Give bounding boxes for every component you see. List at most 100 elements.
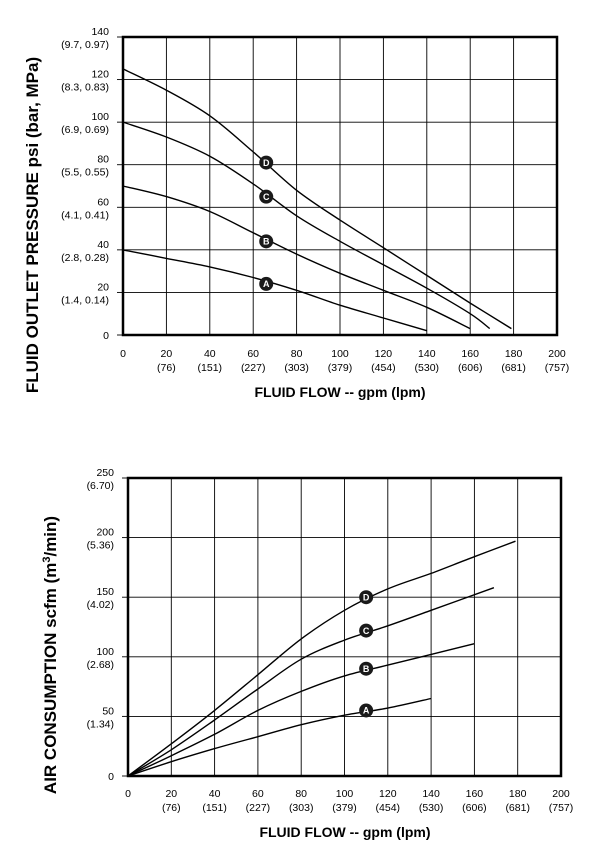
series-line-c	[122, 121, 491, 330]
air-y-axis-label: AIR CONSUMPTION scfm (m3/min)	[41, 516, 60, 794]
x-tick-label: 120	[379, 788, 397, 800]
x-tick-label: 0	[120, 348, 126, 360]
series-label-d: D	[263, 158, 270, 168]
y-tick-label: 100	[91, 111, 109, 123]
x-tick-sublabel: (757)	[549, 802, 574, 814]
x-tick-label: 160	[461, 348, 479, 360]
y-tick-label: 120	[91, 69, 109, 81]
series-marker-d	[359, 590, 374, 605]
y-tick-label: 150	[96, 586, 114, 598]
series-marker-d	[259, 155, 274, 170]
x-tick-sublabel: (530)	[419, 802, 444, 814]
x-tick-label: 100	[331, 348, 349, 360]
pressure-chart: FLUID OUTLET PRESSURE psi (bar, MPa) FLU…	[23, 26, 569, 400]
x-tick-sublabel: (151)	[198, 362, 223, 374]
y-tick-sublabel: (8.3, 0.83)	[61, 82, 109, 94]
series-line-d	[122, 68, 512, 330]
series-line-a	[127, 697, 432, 777]
x-tick-label: 200	[552, 788, 570, 800]
x-tick-label: 20	[165, 788, 177, 800]
x-tick-sublabel: (227)	[241, 362, 266, 374]
series-line-a	[122, 249, 427, 332]
y-tick-sublabel: (6.9, 0.69)	[61, 124, 109, 136]
pressure-y-axis-label: FLUID OUTLET PRESSURE psi (bar, MPa)	[23, 57, 42, 393]
pressure-x-axis-label: FLUID FLOW -- gpm (lpm)	[254, 384, 425, 400]
y-tick-sublabel: (4.1, 0.41)	[61, 209, 109, 221]
y-tick-label: 80	[97, 154, 109, 166]
x-tick-label: 60	[252, 788, 264, 800]
y-tick-label: 200	[96, 527, 114, 539]
y-tick-sublabel: (1.34)	[87, 718, 114, 730]
x-tick-sublabel: (454)	[376, 802, 401, 814]
series-marker-b	[359, 661, 374, 676]
y-tick-sublabel: (9.7, 0.97)	[61, 39, 109, 51]
series-label-c: C	[363, 626, 370, 636]
series-marker-c	[359, 623, 374, 638]
series-label-b: B	[263, 237, 270, 247]
y-tick-sublabel: (4.02)	[87, 599, 114, 611]
y-tick-label: 20	[97, 281, 109, 293]
x-tick-label: 40	[204, 348, 216, 360]
series-line-d	[127, 540, 516, 777]
x-tick-sublabel: (681)	[505, 802, 530, 814]
series-line-b	[122, 185, 471, 330]
y-tick-label: 250	[96, 467, 114, 479]
x-tick-label: 140	[422, 788, 440, 800]
y-tick-sublabel: (2.8, 0.28)	[61, 252, 109, 264]
y-tick-label: 140	[91, 26, 109, 38]
air-consumption-chart: AIR CONSUMPTION scfm (m3/min) FLUID FLOW…	[41, 467, 573, 840]
air-x-axis-label: FLUID FLOW -- gpm (lpm)	[259, 824, 430, 840]
x-tick-label: 180	[509, 788, 527, 800]
x-tick-sublabel: (303)	[289, 802, 314, 814]
x-tick-sublabel: (379)	[328, 362, 353, 374]
x-tick-sublabel: (530)	[415, 362, 440, 374]
y-tick-label: 50	[102, 705, 114, 717]
x-tick-label: 160	[466, 788, 484, 800]
x-tick-sublabel: (681)	[501, 362, 526, 374]
x-tick-label: 80	[295, 788, 307, 800]
y-tick-sublabel: (5.5, 0.55)	[61, 167, 109, 179]
x-tick-label: 120	[375, 348, 393, 360]
x-tick-sublabel: (76)	[162, 802, 181, 814]
x-tick-sublabel: (151)	[202, 802, 227, 814]
x-tick-label: 0	[125, 788, 131, 800]
x-tick-label: 200	[548, 348, 566, 360]
x-tick-sublabel: (606)	[462, 802, 487, 814]
x-tick-label: 140	[418, 348, 436, 360]
x-tick-sublabel: (757)	[545, 362, 570, 374]
x-tick-sublabel: (227)	[246, 802, 271, 814]
series-label-d: D	[363, 592, 370, 602]
y-tick-label: 40	[97, 239, 109, 251]
series-marker-b	[259, 234, 274, 249]
series-marker-c	[259, 189, 274, 204]
series-line-c	[127, 587, 495, 777]
series-line-b	[127, 643, 475, 777]
y-tick-label: 60	[97, 196, 109, 208]
y-tick-label: 100	[96, 646, 114, 658]
series-label-c: C	[263, 192, 270, 202]
series-label-a: A	[363, 706, 370, 716]
x-tick-label: 20	[161, 348, 173, 360]
x-tick-label: 80	[291, 348, 303, 360]
y-tick-label: 0	[103, 330, 109, 342]
x-tick-label: 180	[505, 348, 523, 360]
x-tick-sublabel: (454)	[371, 362, 396, 374]
x-tick-label: 100	[336, 788, 354, 800]
x-tick-sublabel: (379)	[332, 802, 357, 814]
x-tick-label: 60	[247, 348, 259, 360]
y-tick-sublabel: (2.68)	[87, 659, 114, 671]
series-label-b: B	[363, 664, 370, 674]
plot-frame	[126, 476, 563, 778]
series-marker-a	[359, 703, 374, 718]
series-label-a: A	[263, 279, 270, 289]
x-tick-sublabel: (76)	[157, 362, 176, 374]
series-marker-a	[259, 276, 274, 291]
y-tick-sublabel: (5.36)	[87, 540, 114, 552]
y-tick-sublabel: (1.4, 0.14)	[61, 294, 109, 306]
y-tick-label: 0	[108, 771, 114, 783]
x-tick-sublabel: (606)	[458, 362, 483, 374]
x-tick-label: 40	[209, 788, 221, 800]
x-tick-sublabel: (303)	[284, 362, 309, 374]
y-tick-sublabel: (6.70)	[87, 480, 114, 492]
